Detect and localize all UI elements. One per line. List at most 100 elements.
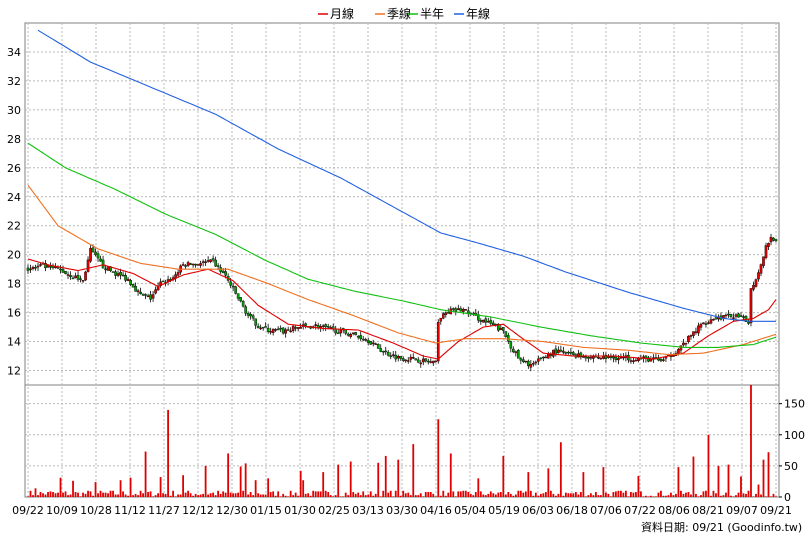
candle-body <box>492 322 495 326</box>
volume-bar <box>579 492 582 497</box>
candle-body <box>71 277 75 280</box>
price-tick-label: 26 <box>7 162 21 175</box>
candle-body <box>759 264 763 274</box>
volume-bar <box>489 491 492 497</box>
volume-bar <box>54 493 57 497</box>
price-tick-label: 32 <box>7 75 21 88</box>
volume-bar <box>187 490 190 497</box>
candle-body <box>284 329 287 334</box>
volume-bar <box>234 493 237 497</box>
candle-body <box>557 349 560 354</box>
volume-bar <box>462 490 465 497</box>
volume-bar <box>589 493 592 497</box>
volume-bar <box>517 490 520 497</box>
candle-body <box>732 317 735 319</box>
volume-bar <box>612 492 615 497</box>
volume-bars <box>27 385 777 497</box>
candle-body <box>429 361 433 363</box>
volume-bar <box>397 459 400 497</box>
volume-bar <box>119 480 122 497</box>
candle-body <box>251 315 255 319</box>
volume-bar <box>712 490 715 497</box>
candle-body <box>762 256 765 266</box>
candle-body <box>351 332 355 334</box>
candle-body <box>236 293 240 299</box>
volume-bar <box>269 492 272 497</box>
candle-body <box>371 342 375 345</box>
volume-bar <box>735 495 737 497</box>
volume-bar <box>264 494 267 497</box>
candle-body <box>562 350 565 353</box>
candle-body <box>76 275 80 280</box>
candle-body <box>151 294 155 299</box>
volume-bar <box>665 495 667 497</box>
volume-tick-label: 0 <box>784 491 791 504</box>
candle-body <box>484 318 488 323</box>
volume-bar <box>92 495 94 497</box>
volume-bar <box>567 493 570 497</box>
volume-bar <box>437 419 440 497</box>
volume-bar <box>532 495 535 497</box>
volume-bar <box>332 496 335 497</box>
price-tick-label: 16 <box>7 307 21 320</box>
candle-body <box>206 260 210 262</box>
volume-bar <box>197 495 200 497</box>
candle-body <box>224 271 227 276</box>
legend-label-ma-half: 半年 <box>420 7 444 21</box>
legend-item-ma-year[interactable]: 年線 <box>454 6 490 21</box>
candle-body <box>739 315 743 317</box>
price-tick-label: 14 <box>7 336 21 349</box>
volume-tick-label: 100 <box>784 429 805 442</box>
price-tick-label: 24 <box>7 191 21 204</box>
legend-item-ma-half[interactable]: 半年 <box>408 7 444 21</box>
volume-bar <box>730 495 732 497</box>
volume-bar <box>309 495 312 497</box>
legend-item-ma-quarter[interactable]: 季線 <box>375 6 411 21</box>
volume-bar <box>745 493 747 497</box>
volume-bar <box>762 459 765 497</box>
volume-bar <box>439 495 442 497</box>
legend-item-ma-month[interactable]: 月線 <box>318 6 354 21</box>
volume-bar <box>717 465 720 497</box>
legend: 月線 季線 半年 年線 <box>318 6 490 21</box>
candle-body <box>527 360 530 367</box>
candle-body <box>547 353 550 359</box>
volume-bar <box>452 491 455 497</box>
volume-bar <box>319 491 322 497</box>
volume-bar <box>179 494 182 497</box>
candle-body <box>532 363 535 365</box>
volume-bar <box>412 444 415 497</box>
candle-body <box>662 359 665 361</box>
candle-body <box>409 356 413 360</box>
volume-bar <box>29 490 32 497</box>
candle-body <box>74 275 77 278</box>
volume-bar <box>242 490 245 497</box>
volume-bar <box>217 490 220 497</box>
volume-bar <box>655 496 657 497</box>
volume-bar <box>697 496 700 497</box>
candle-body <box>281 327 285 334</box>
volume-bar <box>640 491 642 497</box>
volume-bar <box>354 493 357 497</box>
candle-body <box>181 264 185 266</box>
candle-body <box>446 312 450 314</box>
candle-body <box>509 341 513 349</box>
candle-body <box>296 327 300 329</box>
volume-bar <box>377 462 380 497</box>
volume-bar <box>162 493 164 497</box>
candle-body <box>712 318 715 321</box>
volume-bar <box>549 490 552 497</box>
volume-bar <box>514 494 517 497</box>
candle-body <box>241 301 245 307</box>
x-tick-label: 11/27 <box>148 504 180 517</box>
candle-body <box>376 343 380 349</box>
volume-bar <box>454 496 457 497</box>
candle-body <box>499 327 503 330</box>
candle-body <box>394 354 398 360</box>
volume-bar <box>695 493 697 497</box>
candle-body <box>86 259 90 272</box>
volume-bar <box>444 495 447 497</box>
volume-bar <box>705 490 707 497</box>
volume-bar <box>725 492 727 497</box>
volume-bar <box>112 490 114 497</box>
